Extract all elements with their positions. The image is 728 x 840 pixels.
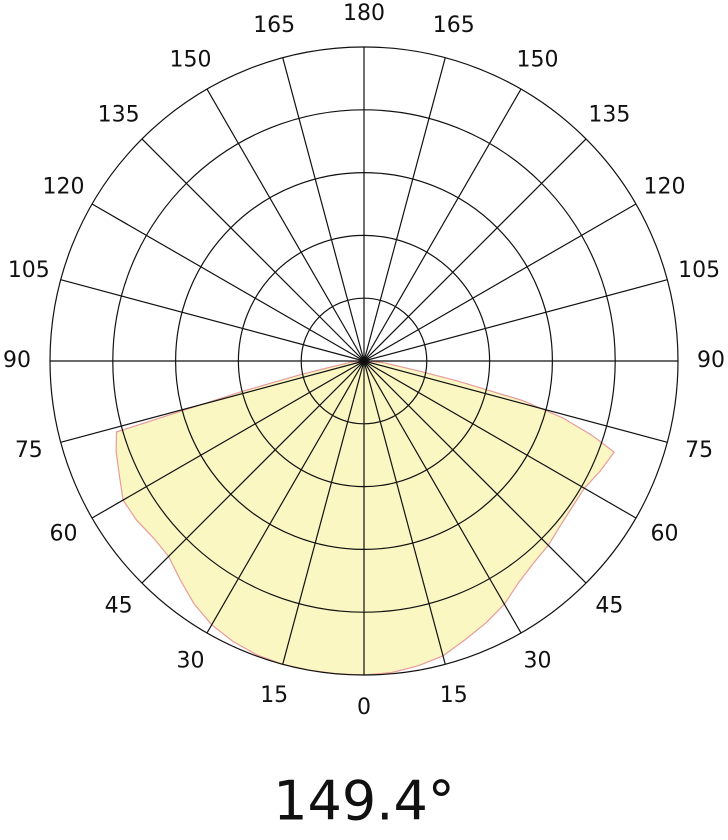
angle-label: 165 bbox=[433, 13, 475, 38]
angle-label: 165 bbox=[253, 13, 295, 38]
angle-label: 30 bbox=[524, 649, 552, 674]
radial-line bbox=[60, 279, 365, 362]
radial-line bbox=[363, 203, 637, 362]
radial-line bbox=[141, 138, 365, 362]
radial-line bbox=[363, 88, 522, 362]
angle-label: 75 bbox=[15, 438, 43, 463]
angle-label: 75 bbox=[685, 438, 713, 463]
radial-line bbox=[363, 360, 446, 665]
angle-label: 150 bbox=[517, 47, 559, 72]
angle-label: 135 bbox=[588, 103, 630, 128]
angle-label: 45 bbox=[595, 593, 623, 618]
angle-label: 90 bbox=[3, 348, 31, 373]
angle-label: 15 bbox=[440, 683, 468, 708]
radial-line bbox=[363, 360, 522, 634]
radial-line bbox=[363, 360, 668, 443]
angle-label: 120 bbox=[644, 175, 686, 200]
angle-label: 30 bbox=[177, 649, 205, 674]
radial-line bbox=[141, 360, 365, 584]
angle-label: 150 bbox=[170, 47, 212, 72]
angle-label: 60 bbox=[49, 522, 77, 547]
radial-line bbox=[60, 360, 365, 443]
radial-line bbox=[363, 360, 637, 519]
radial-line bbox=[282, 57, 365, 362]
angle-label: 15 bbox=[260, 683, 288, 708]
radial-line bbox=[206, 360, 365, 634]
radial-line bbox=[282, 360, 365, 665]
angle-label: 135 bbox=[98, 103, 140, 128]
intensity-curve bbox=[115, 360, 616, 676]
angle-label: 120 bbox=[42, 175, 84, 200]
radial-line bbox=[363, 138, 587, 362]
angle-label: 105 bbox=[678, 258, 720, 283]
radial-line bbox=[363, 279, 668, 362]
radial-line bbox=[206, 88, 365, 362]
radial-line bbox=[91, 203, 365, 362]
angle-label: 60 bbox=[651, 522, 679, 547]
radial-line bbox=[363, 360, 587, 584]
angle-label: 0 bbox=[357, 695, 371, 720]
angle-label: 90 bbox=[697, 348, 725, 373]
angle-label: 45 bbox=[105, 593, 133, 618]
beam-angle: 149.4° bbox=[273, 770, 455, 833]
radial-line bbox=[91, 360, 365, 519]
angle-label: 105 bbox=[8, 258, 50, 283]
angle-label: 180 bbox=[343, 1, 385, 26]
radial-line bbox=[363, 57, 446, 362]
